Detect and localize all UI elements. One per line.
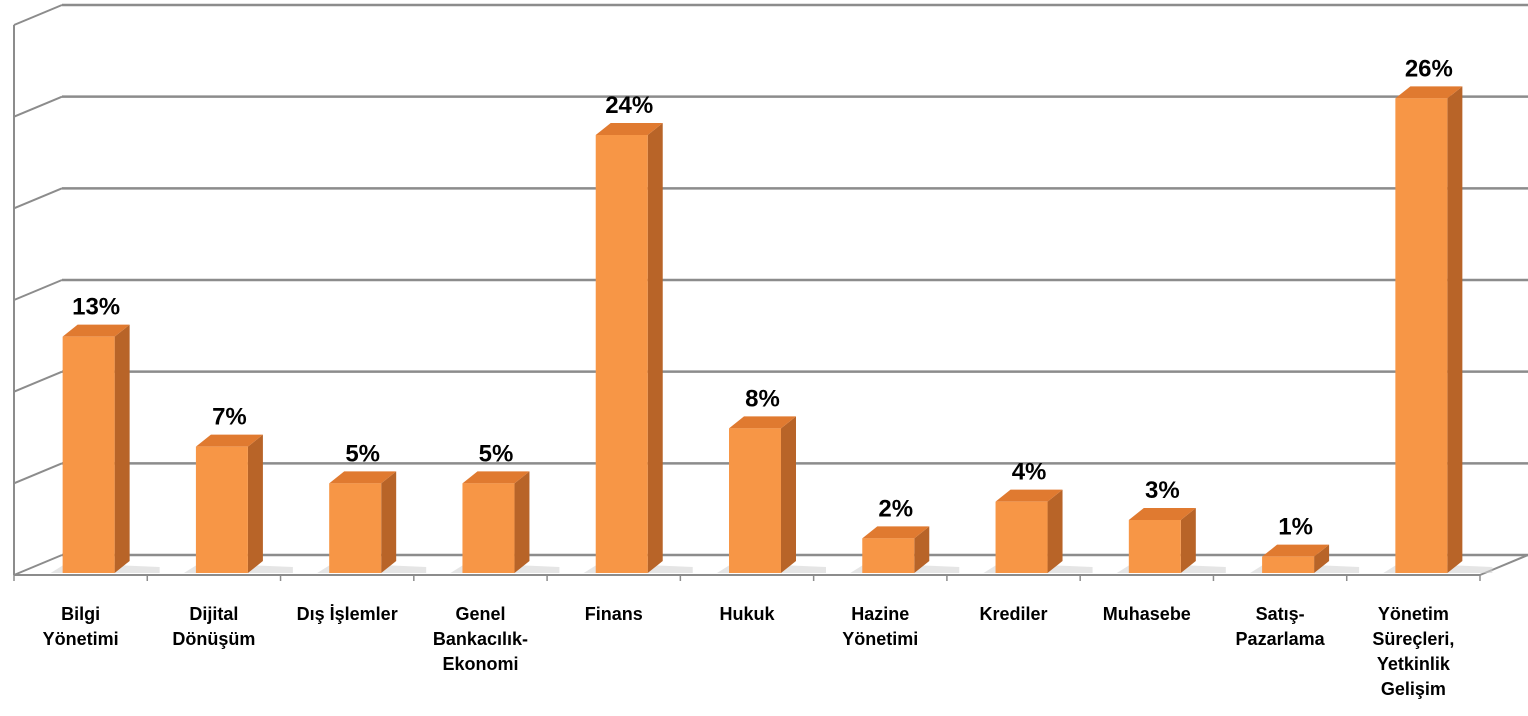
bar-top xyxy=(62,324,130,337)
data-label: 24% xyxy=(605,92,653,119)
category-label: Hukuk xyxy=(719,604,775,624)
category-label: Finans xyxy=(585,604,643,624)
category-label: Dış İşlemler xyxy=(297,604,398,624)
bar-side xyxy=(781,416,796,573)
category-label-line: Yönetim xyxy=(1378,604,1449,624)
category-label: Yönetim Süreçleri, Yetkinlik Gelişim xyxy=(1372,604,1454,699)
category-label-line: Krediler xyxy=(980,604,1048,624)
bar xyxy=(729,428,781,573)
bar-side xyxy=(247,434,263,573)
bar xyxy=(862,538,915,573)
gridline-side xyxy=(13,462,63,485)
data-label: 3% xyxy=(1145,477,1180,504)
bar xyxy=(1395,98,1448,573)
category-label: Hazine Yönetimi xyxy=(842,604,918,649)
category-label-line: Dönüşüm xyxy=(172,629,255,649)
bar xyxy=(62,336,115,573)
category-label-line: Pazarlama xyxy=(1236,629,1326,649)
category-label: Genel Bankacılık- Ekonomi xyxy=(433,604,528,674)
bar-side xyxy=(114,324,130,573)
category-label-line: Ekonomi xyxy=(442,654,518,674)
bar-side xyxy=(1314,544,1330,573)
category-label: Muhasebe xyxy=(1103,604,1191,624)
data-label: 13% xyxy=(72,294,120,321)
data-label: 1% xyxy=(1278,514,1313,541)
bar-side xyxy=(1180,508,1196,573)
category-label-line: Yönetimi xyxy=(842,629,918,649)
bar-side xyxy=(381,471,397,573)
gridline-side xyxy=(13,370,63,393)
bar-top xyxy=(1395,86,1463,99)
category-label-line: Gelişim xyxy=(1381,679,1446,699)
category-label: Dijital Dönüşüm xyxy=(172,604,255,649)
bar-side xyxy=(1047,489,1063,573)
bar xyxy=(329,483,382,573)
data-label: 5% xyxy=(479,440,514,467)
category-label-line: Finans xyxy=(585,604,643,624)
data-label: 8% xyxy=(745,385,780,412)
bar-top xyxy=(329,471,397,484)
bar-top xyxy=(1262,544,1330,557)
bar-top xyxy=(195,434,263,447)
bar-top xyxy=(729,416,796,429)
gridline-side xyxy=(13,95,63,118)
category-label-line: Yönetimi xyxy=(43,629,119,649)
bar xyxy=(1128,520,1181,573)
bar xyxy=(1262,556,1315,573)
bar-side xyxy=(1447,86,1463,573)
category-label-line: Yetkinlik xyxy=(1377,654,1451,674)
bar-side xyxy=(914,526,930,573)
category-label-line: Dijital xyxy=(189,604,238,624)
data-label: 26% xyxy=(1405,55,1453,82)
category-label-line: Hazine xyxy=(851,604,909,624)
data-label: 2% xyxy=(878,495,913,522)
bar-top xyxy=(595,123,663,135)
category-label-line: Bilgi xyxy=(61,604,100,624)
category-label-line: Satış- xyxy=(1256,604,1305,624)
category-label: Krediler xyxy=(980,604,1048,624)
data-label: 7% xyxy=(212,404,247,431)
bar-top xyxy=(995,489,1063,502)
data-label: 4% xyxy=(1012,459,1047,486)
gridline-side xyxy=(13,554,63,576)
gridline-side xyxy=(13,279,63,301)
data-label: 5% xyxy=(345,440,380,467)
bar xyxy=(595,135,648,573)
category-label-line: Muhasebe xyxy=(1103,604,1191,624)
category-label: Bilgi Yönetimi xyxy=(43,604,119,649)
gridline-side xyxy=(13,4,63,26)
bar xyxy=(995,501,1048,573)
category-label-line: Hukuk xyxy=(719,604,775,624)
category-label-line: Dış İşlemler xyxy=(297,604,398,624)
bar-top xyxy=(462,471,530,484)
bar xyxy=(462,483,515,573)
bar-top xyxy=(1128,508,1196,520)
bar-side xyxy=(514,471,530,573)
category-label: Satış- Pazarlama xyxy=(1236,604,1326,649)
gridline-side xyxy=(13,187,63,210)
bar xyxy=(195,446,248,573)
category-label-line: Süreçleri, xyxy=(1372,629,1454,649)
category-label-line: Bankacılık- xyxy=(433,629,528,649)
category-label-line: Genel xyxy=(455,604,505,624)
bar-top xyxy=(862,526,930,539)
bar-side xyxy=(647,123,663,573)
